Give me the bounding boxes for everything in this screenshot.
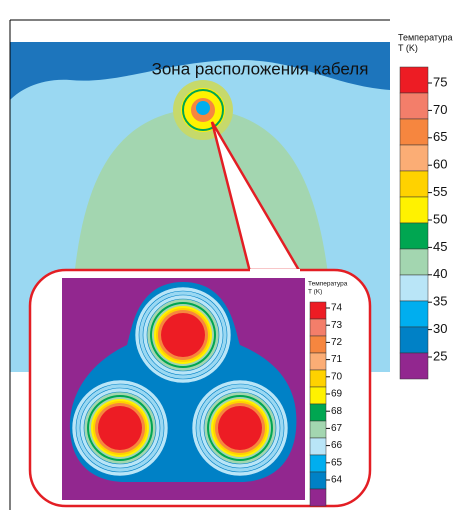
- legend-swatch: [399, 352, 429, 380]
- legend-swatch: [399, 326, 429, 354]
- legend-swatch: [309, 420, 327, 439]
- legend-tick-label: 50: [433, 211, 447, 226]
- legend-tick-label: 68: [331, 406, 343, 417]
- legend-swatch: [399, 144, 429, 172]
- legend-swatch: [309, 318, 327, 337]
- legend-tick-label: 67: [331, 423, 343, 434]
- surface-layer: [10, 42, 390, 100]
- cable-ring: [182, 89, 224, 131]
- legend-tick-label: 75: [433, 74, 447, 89]
- legend-swatch: [309, 369, 327, 388]
- legend-tick-label: 69: [331, 389, 343, 400]
- legend-tick-label: 40: [433, 266, 447, 281]
- legend-swatch: [399, 248, 429, 276]
- legend-swatch: [399, 66, 429, 94]
- legend-title: T (K): [308, 289, 322, 296]
- legend-tick-label: 60: [433, 157, 447, 172]
- legend-tick-label: 66: [331, 440, 343, 451]
- legend-swatch: [399, 222, 429, 250]
- legend-tick-label: 65: [433, 129, 447, 144]
- legend-tick-label: 64: [331, 475, 343, 486]
- core-ring: [218, 406, 262, 450]
- legend-tick-label: 25: [433, 348, 447, 363]
- core-ring: [161, 313, 205, 357]
- legend-tick-label: 71: [331, 354, 343, 365]
- legend-title: Температура: [398, 32, 453, 42]
- legend-swatch: [309, 437, 327, 456]
- legend-swatch: [399, 92, 429, 120]
- legend-swatch: [399, 300, 429, 328]
- legend-tick-label: 45: [433, 239, 447, 254]
- legend-tick-label: 30: [433, 321, 447, 336]
- legend-swatch: [309, 335, 327, 354]
- inset-field: [62, 278, 305, 500]
- legend-swatch: [399, 274, 429, 302]
- legend-tick-label: 73: [331, 320, 343, 331]
- cable-core: [196, 101, 210, 115]
- legend-swatch: [309, 403, 327, 422]
- legend-swatch: [309, 386, 327, 405]
- legend-swatch: [399, 118, 429, 146]
- core-ring: [98, 406, 142, 450]
- legend-title: Температура: [308, 281, 348, 288]
- title: Зона расположения кабеля: [152, 59, 369, 78]
- legend-tick-label: 72: [331, 337, 343, 348]
- legend-tick-label: 65: [331, 457, 343, 468]
- legend-tick-label: 70: [433, 102, 447, 117]
- legend-swatch: [309, 471, 327, 490]
- legend-tick-label: 55: [433, 184, 447, 199]
- legend-swatch: [309, 488, 327, 507]
- legend-tick-label: 35: [433, 294, 447, 309]
- legend-swatch: [399, 196, 429, 224]
- legend-swatch: [309, 301, 327, 320]
- legend-swatch: [309, 454, 327, 473]
- legend-swatch: [309, 352, 327, 371]
- cores: [71, 286, 289, 477]
- legend-title: T (K): [398, 43, 418, 53]
- legend-tick-label: 70: [331, 371, 343, 382]
- legend-swatch: [399, 170, 429, 198]
- legend-tick-label: 74: [331, 303, 343, 314]
